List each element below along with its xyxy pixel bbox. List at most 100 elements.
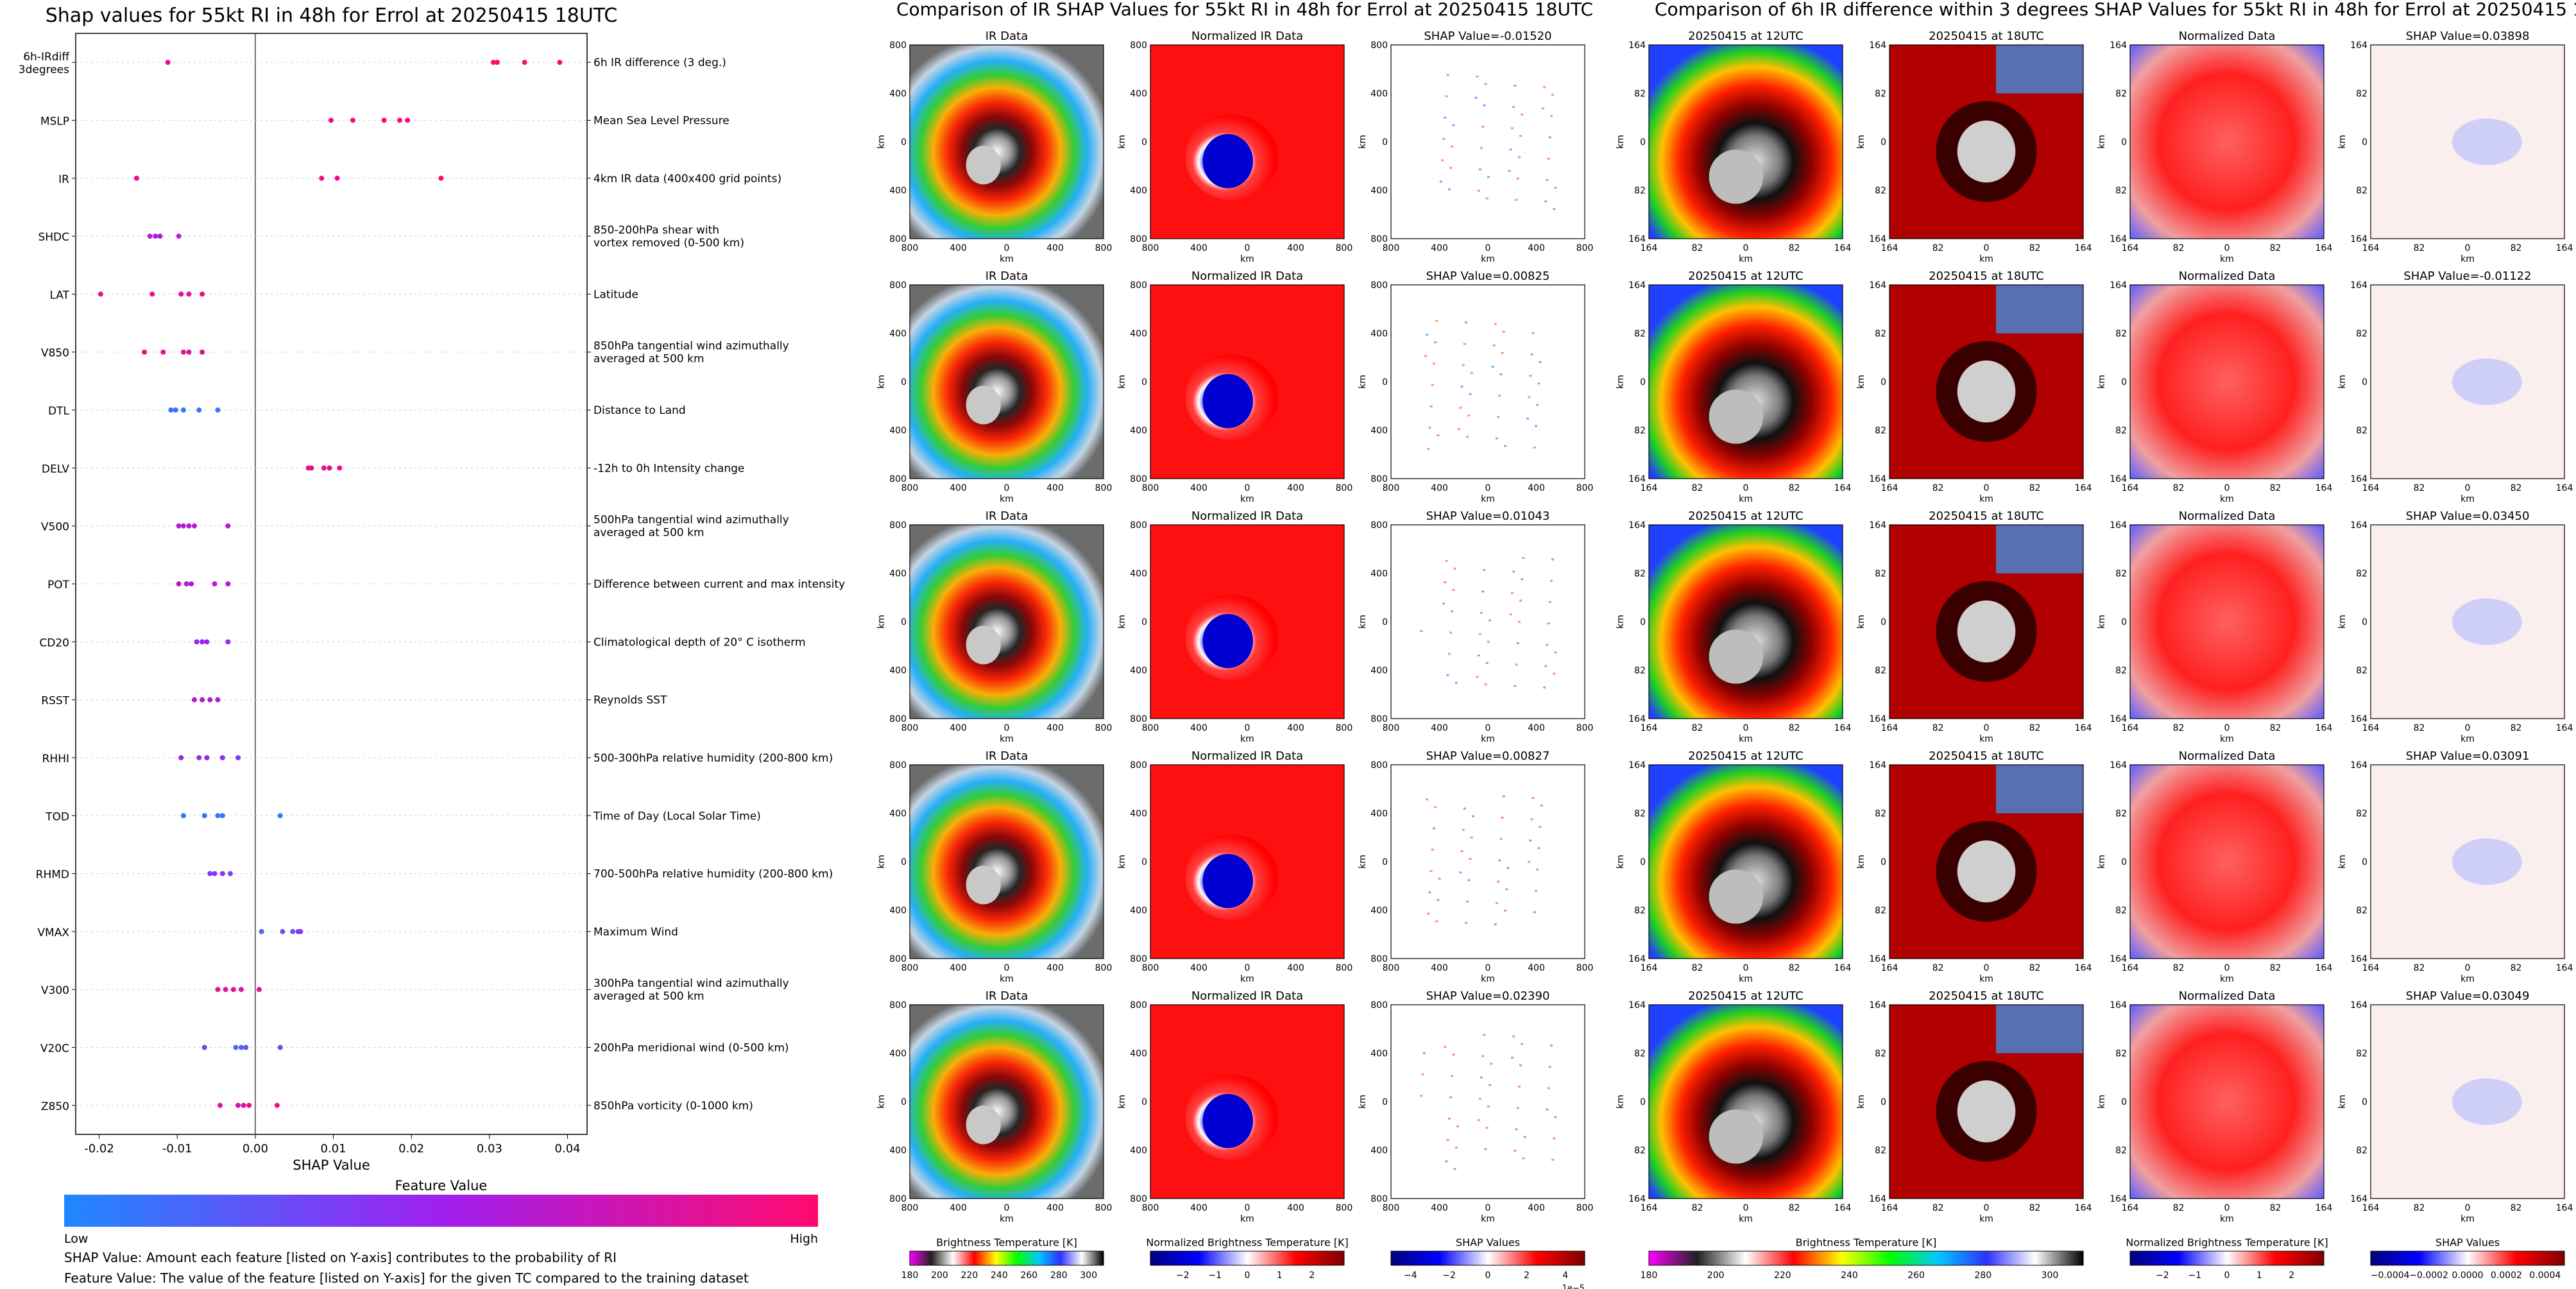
panel-y-tick: 800 — [1130, 40, 1147, 51]
panel-x-tick: 82 — [2511, 243, 2522, 253]
panel-title-right: 20250415 at 18UTC — [1929, 509, 2044, 523]
ir-storm — [910, 1005, 1104, 1199]
panel-x-tick: 164 — [2075, 243, 2092, 253]
panel-frame — [1648, 284, 1843, 479]
znorm-fill — [2130, 525, 2324, 719]
panel-y-tick: 400 — [889, 1146, 907, 1156]
panel-x-tick: 800 — [1383, 483, 1400, 493]
shap-speck — [1465, 921, 1468, 924]
panel-x-tick: 164 — [2362, 483, 2380, 493]
x-tick-label: 0.03 — [477, 1142, 502, 1156]
panel-y-tick: 0 — [901, 617, 907, 627]
shap-speck — [1469, 393, 1472, 395]
norm-eye — [1202, 1093, 1254, 1148]
panel-x-tick: 800 — [1142, 1203, 1159, 1213]
shap-speck — [1454, 1147, 1458, 1149]
shap-point — [215, 407, 221, 413]
panel-x-tick: 164 — [2556, 963, 2573, 973]
panel-x-tick: 82 — [2173, 723, 2185, 733]
panel-x-tick: 82 — [2270, 243, 2282, 253]
shap-speck — [1454, 681, 1458, 684]
panel-y-tick: 400 — [889, 89, 907, 99]
panel-frame — [1648, 44, 1843, 239]
colorbar: Normalized Brightness Temperature [K] −2 −… — [1146, 1236, 1349, 1281]
panel-x-tick: 400 — [1287, 243, 1304, 253]
panel-x-tick: 800 — [1095, 723, 1113, 733]
panel-y-tick: 800 — [1130, 280, 1147, 291]
panel-y-tick: 400 — [1130, 186, 1147, 196]
shap-speck — [1502, 795, 1505, 798]
panel-title-right: Normalized Data — [2179, 749, 2276, 763]
shap-speck — [1453, 1168, 1456, 1170]
panel-x-label: km — [1000, 974, 1014, 984]
panel-x-label: km — [1739, 494, 1753, 504]
panel-y-tick: 800 — [1130, 1194, 1147, 1204]
panel-x-tick: 82 — [1932, 963, 1944, 973]
feature-description: 850hPa vorticity (0-1000 km) — [593, 1100, 753, 1113]
panel-x-tick: 800 — [1383, 1203, 1400, 1213]
panel-y-label: km — [2097, 1095, 2107, 1109]
feature-short-label: Z850 — [41, 1100, 69, 1113]
zoom-eye — [1709, 629, 1764, 684]
panel-y-tick: 400 — [1130, 569, 1147, 579]
panel-y-tick: 0 — [1382, 377, 1388, 388]
shap-speck — [1445, 95, 1448, 98]
x-tick-label: -0.01 — [162, 1142, 192, 1156]
panel-x-tick: 82 — [2414, 483, 2425, 493]
panel-y-tick: 164 — [1628, 40, 1646, 51]
panel-y-tick: 164 — [1869, 954, 1886, 964]
irdiff-comparison-title: Comparison of 6h IR difference within 3 … — [1655, 0, 2576, 20]
panel-x-tick: 0 — [1485, 483, 1491, 493]
panel-y-tick: 400 — [889, 186, 907, 196]
panel-x-tick: 0 — [1984, 1203, 1990, 1213]
shap-point — [218, 1102, 223, 1108]
panel-x-tick: 82 — [1932, 723, 1944, 733]
shap-point — [219, 755, 225, 760]
panel-x-tick: 400 — [950, 243, 967, 253]
shap-speck — [1465, 321, 1468, 324]
panel-y-tick: 400 — [889, 329, 907, 339]
panel-x-tick: 0 — [1485, 963, 1491, 973]
panel-y-label: km — [2097, 135, 2107, 149]
panel-frame — [1150, 284, 1345, 479]
panel-x-tick: 800 — [1383, 243, 1400, 253]
panel-y-tick: 82 — [2115, 666, 2127, 676]
panel-y-tick: 82 — [1634, 89, 1646, 99]
panel-x-tick: 164 — [1881, 963, 1898, 973]
shap-speck — [1434, 341, 1437, 344]
panel-y-tick: 82 — [2115, 186, 2127, 196]
panel-x-tick: 164 — [2316, 483, 2333, 493]
panel-y-tick: 400 — [1370, 666, 1388, 676]
shap-speck — [1543, 686, 1546, 688]
shap-summary-plot: Shap values for 55kt RI in 48h for Errol… — [19, 4, 845, 1246]
panel-title-shap: SHAP Value=0.00825 — [1426, 269, 1550, 283]
panel-x-tick: 0 — [1004, 483, 1010, 493]
panel-x-tick: 82 — [1932, 243, 1944, 253]
panel-y-label: km — [876, 1095, 887, 1109]
panel-y-tick: 82 — [2356, 1146, 2367, 1156]
footnote-shap-value: SHAP Value: Amount each feature [listed … — [64, 1250, 617, 1265]
shap-speck — [1497, 416, 1500, 418]
shap-speck — [1438, 877, 1441, 880]
panel-x-tick: 164 — [2316, 243, 2333, 253]
panel-x-label: km — [1739, 254, 1753, 264]
shap-point — [183, 581, 189, 586]
feature-description: 300hPa tangential wind azimuthally — [593, 977, 789, 990]
panel-y-tick: 82 — [2356, 666, 2367, 676]
panel-x-tick: 82 — [2029, 243, 2041, 253]
zoom-eye-b — [1957, 1080, 2016, 1143]
shap-speck — [1422, 1052, 1426, 1054]
panel-x-tick: 164 — [2362, 243, 2380, 253]
panel-y-tick: 82 — [1875, 906, 1886, 916]
panel-x-tick: 400 — [1190, 1203, 1207, 1213]
panel-x-tick: 800 — [901, 483, 919, 493]
panel-y-tick: 0 — [1382, 857, 1388, 867]
shap-speck — [1444, 581, 1447, 584]
panel-x-tick: 800 — [1336, 1203, 1353, 1213]
shap-speck — [1540, 804, 1543, 807]
shap-speck — [1498, 395, 1501, 397]
shap-speck — [1481, 126, 1485, 128]
